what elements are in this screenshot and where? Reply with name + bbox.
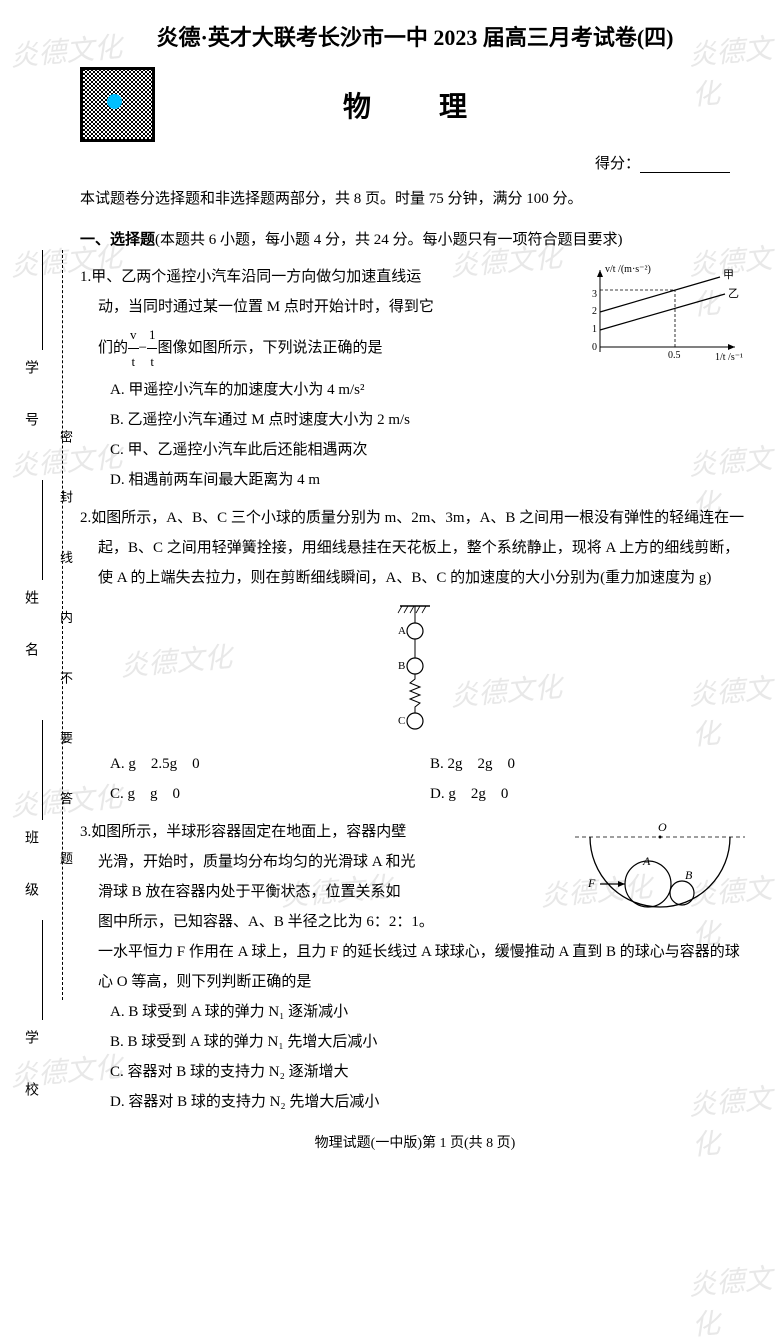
section-label: 一、选择题 bbox=[80, 232, 155, 248]
q2-optC: C. g g 0 bbox=[110, 779, 430, 809]
svg-text:0: 0 bbox=[592, 342, 597, 353]
instructions: 本试题卷分选择题和非选择题两部分，共 8 页。时量 75 分钟，满分 100 分… bbox=[80, 185, 750, 214]
qr-code bbox=[80, 67, 155, 142]
svg-text:3: 3 bbox=[592, 289, 597, 300]
q3-optA: A. B 球受到 A 球的弹力 N₁ 逐渐减小 bbox=[110, 997, 750, 1027]
q3-line5: 一水平恒力 F 作用在 A 球上，且力 F 的延长线过 A 球球心，缓慢推动 A… bbox=[80, 937, 750, 997]
svg-text:A: A bbox=[642, 854, 651, 868]
q3-optD: D. 容器对 B 球的支持力 N₂ 先增大后减小 bbox=[110, 1087, 750, 1117]
question-3: O A B F 3.如图所示，半球形容器固定在地面上，容器内壁 光滑，开始时，质… bbox=[80, 817, 750, 1117]
q2-num: 2. bbox=[80, 510, 91, 526]
q2-body: 如图所示，A、B、C 三个小球的质量分别为 m、2m、3m，A、B 之间用一根没… bbox=[91, 510, 744, 586]
subject-title: 物 理 bbox=[155, 85, 675, 125]
main-content: 炎德·英才大联考长沙市一中 2023 届高三月考试卷(四) 物 理 得分： 本试… bbox=[80, 20, 750, 1152]
svg-text:A: A bbox=[398, 625, 406, 637]
q1-options: A. 甲遥控小汽车的加速度大小为 4 m/s² B. 乙遥控小汽车通过 M 点时… bbox=[80, 375, 750, 495]
q3-optB: B. B 球受到 A 球的弹力 N₁ 先增大后减小 bbox=[110, 1027, 750, 1057]
side-label-class: 班 级 bbox=[20, 830, 40, 908]
q2-text: 2.如图所示，A、B、C 三个小球的质量分别为 m、2m、3m，A、B 之间用一… bbox=[80, 503, 750, 593]
section-header: 一、选择题(本题共 6 小题，每小题 4 分，共 24 分。每小题只有一项符合题… bbox=[80, 226, 750, 255]
q2-options: A. g 2.5g 0 B. 2g 2g 0 C. g g 0 D. g 2g … bbox=[80, 749, 750, 809]
svg-text:O: O bbox=[658, 820, 667, 834]
q3-options: A. B 球受到 A 球的弹力 N₁ 逐渐减小 B. B 球受到 A 球的弹力 … bbox=[80, 997, 750, 1117]
score-underline bbox=[640, 172, 730, 173]
svg-text:1: 1 bbox=[592, 324, 597, 335]
side-underline bbox=[42, 920, 43, 1020]
q2-optB: B. 2g 2g 0 bbox=[430, 749, 750, 779]
svg-text:F: F bbox=[587, 876, 596, 890]
svg-text:乙: 乙 bbox=[728, 287, 739, 300]
q1-line1: 甲、乙两个遥控小汽车沿同一方向做匀加速直线运 bbox=[91, 269, 421, 285]
q2-optA: A. g 2.5g 0 bbox=[110, 749, 430, 779]
question-2: 2.如图所示，A、B、C 三个小球的质量分别为 m、2m、3m，A、B 之间用一… bbox=[80, 503, 750, 809]
page-footer: 物理试题(一中版)第 1 页(共 8 页) bbox=[80, 1132, 750, 1152]
side-underline bbox=[42, 480, 43, 580]
q1-optA: A. 甲遥控小汽车的加速度大小为 4 m/s² bbox=[110, 375, 750, 405]
q1-optC: C. 甲、乙遥控小汽车此后还能相遇两次 bbox=[110, 435, 750, 465]
svg-text:1/t /s⁻¹: 1/t /s⁻¹ bbox=[715, 352, 743, 362]
section-desc: (本题共 6 小题，每小题 4 分，共 24 分。每小题只有一项符合题目要求) bbox=[155, 232, 623, 248]
svg-text:C: C bbox=[398, 715, 405, 727]
side-underline bbox=[42, 250, 43, 350]
watermark: 炎德文化 bbox=[687, 1256, 780, 1344]
svg-text:2: 2 bbox=[592, 306, 597, 317]
svg-text:0.5: 0.5 bbox=[668, 350, 681, 361]
side-label-school: 学 校 bbox=[20, 1030, 40, 1108]
side-label-id: 学 号 bbox=[20, 360, 40, 438]
svg-text:B: B bbox=[398, 660, 405, 672]
q3-optC: C. 容器对 B 球的支持力 N₂ 逐渐增大 bbox=[110, 1057, 750, 1087]
q1-num: 1. bbox=[80, 269, 91, 285]
svg-text:甲: 甲 bbox=[723, 269, 734, 281]
q2-diagram: A B C bbox=[390, 601, 440, 741]
score-line: 得分： bbox=[80, 152, 750, 173]
svg-text:B: B bbox=[685, 868, 693, 882]
q3-num: 3. bbox=[80, 824, 91, 840]
q1-optB: B. 乙遥控小汽车通过 M 点时速度大小为 2 m/s bbox=[110, 405, 750, 435]
q1-optD: D. 相遇前两车间最大距离为 4 m bbox=[110, 465, 750, 495]
side-underline bbox=[42, 720, 43, 820]
question-1: v/t /(m·s⁻²) 1/t /s⁻¹ 0 1 2 3 甲 乙 0.5 1.… bbox=[80, 262, 750, 495]
q1-graph: v/t /(m·s⁻²) 1/t /s⁻¹ 0 1 2 3 甲 乙 0.5 bbox=[580, 262, 750, 362]
q3-line1: 如图所示，半球形容器固定在地面上，容器内壁 bbox=[91, 824, 406, 840]
side-label-name: 姓 名 bbox=[20, 590, 40, 668]
svg-text:v/t /(m·s⁻²): v/t /(m·s⁻²) bbox=[605, 264, 651, 275]
seal-line-text: 密 封 线 内 不 要 答 题 bbox=[56, 430, 75, 887]
score-label: 得分： bbox=[595, 156, 640, 172]
exam-title: 炎德·英才大联考长沙市一中 2023 届高三月考试卷(四) bbox=[80, 20, 750, 52]
q3-diagram: O A B F bbox=[570, 817, 750, 937]
q2-optD: D. g 2g 0 bbox=[430, 779, 750, 809]
header-row: 物 理 bbox=[80, 67, 750, 142]
